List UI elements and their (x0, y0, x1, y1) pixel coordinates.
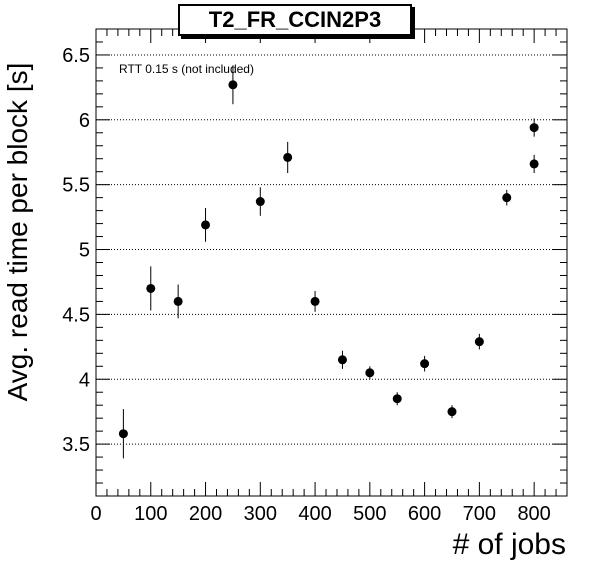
x-axis-label: # of jobs (452, 528, 566, 561)
data-point (201, 220, 211, 230)
data-point (365, 368, 375, 378)
axis-ticks (95, 28, 567, 496)
y-tick-label: 5 (79, 240, 90, 262)
rtt-annotation: RTT 0.15 s (not included) (119, 62, 254, 76)
plot-frame (95, 28, 568, 497)
y-tick-label: 4 (79, 369, 90, 391)
data-point (447, 407, 457, 417)
y-tick-label: 4.5 (62, 304, 90, 326)
x-tick-label: 600 (408, 503, 441, 525)
y-tick-label: 5.5 (62, 175, 90, 197)
data-point (118, 429, 128, 439)
data-point (474, 337, 484, 347)
tick-labels: 3.5 4 4.5 5 5.5 6 6.5 0 100 200 300 400 500 600 700 800 (62, 45, 551, 525)
data-point (529, 159, 539, 169)
data-points (118, 65, 539, 459)
x-tick-label: 500 (353, 503, 386, 525)
data-point (146, 283, 156, 293)
data-point (228, 80, 238, 90)
x-tick-label: 800 (517, 503, 550, 525)
y-axis-label: Avg. read time per block [s] (2, 62, 33, 402)
data-point (392, 394, 402, 404)
x-tick-label: 300 (244, 503, 277, 525)
y-tick-label: 6 (79, 110, 90, 132)
data-point (255, 197, 265, 207)
data-point (529, 123, 539, 133)
x-tick-label: 200 (189, 503, 222, 525)
grid-lines (96, 54, 567, 445)
x-tick-label: 0 (90, 503, 101, 525)
data-point (502, 193, 512, 203)
data-point (173, 296, 183, 306)
data-point (420, 359, 430, 369)
data-point (283, 152, 293, 162)
y-tick-label: 3.5 (62, 434, 90, 456)
data-point (337, 355, 347, 365)
chart-title: T2_FR_CCIN2P3 (178, 4, 412, 36)
y-tick-label: 6.5 (62, 45, 90, 67)
x-tick-label: 400 (298, 503, 331, 525)
x-tick-label: 100 (134, 503, 167, 525)
data-point (310, 296, 320, 306)
x-tick-label: 700 (463, 503, 496, 525)
